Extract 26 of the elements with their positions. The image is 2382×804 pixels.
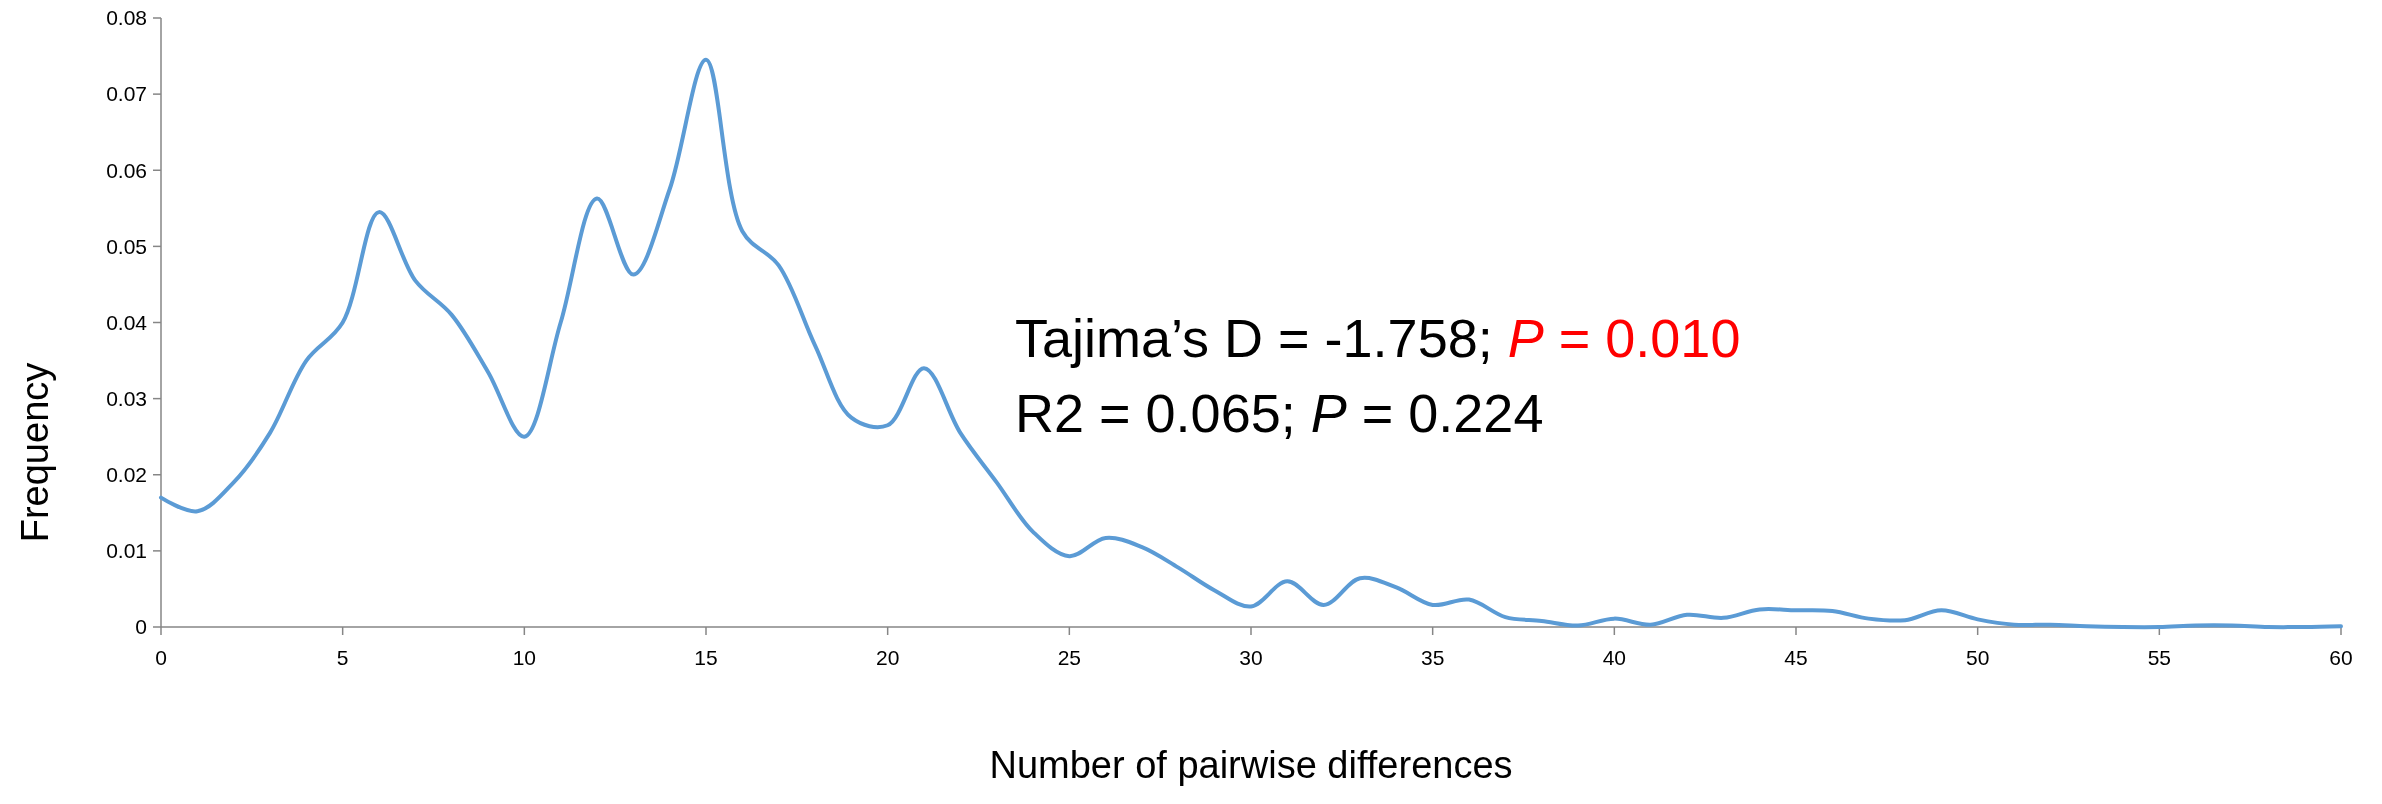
y-tick-label: 0.04 bbox=[106, 310, 148, 334]
x-tick-label: 10 bbox=[512, 646, 537, 669]
y-tick-label: 0.06 bbox=[106, 158, 147, 182]
x-tick-label: 25 bbox=[1057, 646, 1082, 669]
x-tick-label: 30 bbox=[1239, 646, 1263, 669]
x-tick-label: 20 bbox=[875, 646, 900, 669]
y-axis-title: Frequency bbox=[14, 362, 56, 543]
x-tick-label: 15 bbox=[694, 646, 718, 669]
y-tick-label: 0 bbox=[135, 615, 147, 639]
y-tick-label: 0.07 bbox=[106, 82, 147, 106]
x-tick-label: 35 bbox=[1420, 646, 1445, 669]
x-tick-label: 50 bbox=[1965, 646, 1990, 669]
x-tick-label: 60 bbox=[2329, 646, 2353, 669]
x-axis-title: Number of pairwise differences bbox=[989, 744, 1513, 786]
x-tick-label: 55 bbox=[2147, 646, 2172, 669]
x-tick-label: 45 bbox=[1784, 646, 1808, 669]
y-tick-label: 0.03 bbox=[106, 386, 147, 410]
x-tick-label: 5 bbox=[336, 646, 349, 669]
x-tick-label: 40 bbox=[1602, 646, 1627, 669]
annotation: R2 = 0.065; P = 0.224 bbox=[1015, 383, 1544, 443]
x-tick-label: 0 bbox=[155, 646, 167, 669]
y-tick-label: 0.01 bbox=[106, 539, 147, 563]
y-tick-label: 0.02 bbox=[106, 463, 147, 487]
annotation: Tajima’s D = -1.758; P = 0.010 bbox=[1015, 308, 1741, 368]
y-tick-label: 0.05 bbox=[106, 234, 147, 258]
y-tick-label: 0.08 bbox=[106, 6, 147, 30]
